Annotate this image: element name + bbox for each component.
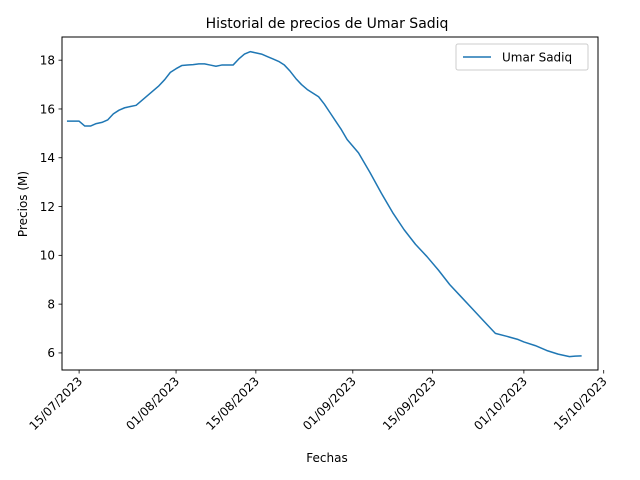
plot-frame: [61, 36, 599, 371]
y-tick-label: 12: [40, 200, 55, 214]
y-tick-label: 10: [40, 249, 55, 263]
y-tick-label: 8: [47, 297, 55, 311]
legend-label: Umar Sadiq: [502, 51, 572, 65]
y-tick-label: 18: [40, 53, 55, 67]
series-layer: [66, 50, 582, 358]
legend: Umar Sadiq: [455, 43, 589, 71]
legend-box: [455, 43, 589, 71]
plot-area: [61, 36, 599, 371]
y-tick-label: 6: [47, 346, 55, 360]
chart-title: Historial de precios de Umar Sadiq: [206, 16, 449, 32]
x-axis-label: Fechas: [306, 451, 347, 465]
series-line-0: [66, 50, 582, 358]
y-axis-label: Precios (M): [16, 171, 30, 237]
y-tick-label: 16: [40, 102, 55, 116]
y-tick-label: 14: [40, 151, 55, 165]
y-axis: 6 8 10 12 14 16 18: [40, 53, 62, 360]
